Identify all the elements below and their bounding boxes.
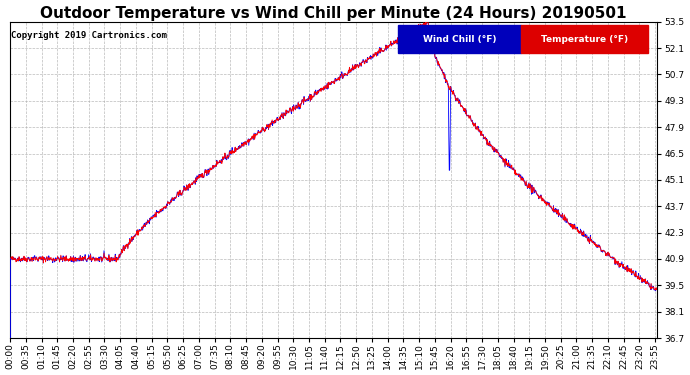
Text: Wind Chill (°F): Wind Chill (°F) [423,34,497,44]
FancyBboxPatch shape [522,25,648,53]
Text: Temperature (°F): Temperature (°F) [541,34,628,44]
FancyBboxPatch shape [398,25,522,53]
Text: Copyright 2019 Cartronics.com: Copyright 2019 Cartronics.com [11,31,167,40]
Title: Outdoor Temperature vs Wind Chill per Minute (24 Hours) 20190501: Outdoor Temperature vs Wind Chill per Mi… [41,6,627,21]
